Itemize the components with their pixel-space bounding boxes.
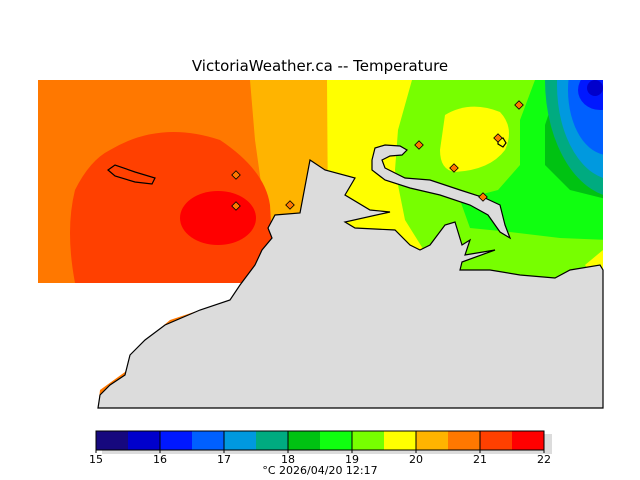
lake-outline	[107, 164, 156, 185]
contour-15-5	[587, 80, 603, 96]
legend-border	[95, 430, 545, 451]
legend-tick-label: 22	[537, 453, 551, 466]
legend-tick-label: 17	[217, 453, 231, 466]
legend-tick-label: 20	[409, 453, 423, 466]
legend-swatch	[384, 431, 416, 450]
legend-swatch	[480, 431, 512, 450]
station-marker	[285, 200, 295, 210]
contour-21	[70, 132, 272, 283]
legend-swatch	[288, 431, 320, 450]
station-marker	[231, 201, 241, 211]
legend-tick-label: 18	[281, 453, 295, 466]
legend-unit-timestamp: °C 2026/04/20 12:17	[262, 464, 378, 477]
inlet	[371, 144, 512, 240]
legend-tick-label: 16	[153, 453, 167, 466]
map-title: VictoriaWeather.ca -- Temperature	[191, 57, 449, 75]
legend-swatch	[192, 431, 224, 450]
legend-swatch	[512, 431, 544, 450]
station-marker	[514, 100, 524, 110]
legend-tick-label: 15	[89, 453, 103, 466]
station-marker	[231, 170, 241, 180]
legend-swatch	[160, 431, 192, 450]
contour-16-5	[568, 80, 603, 155]
station-marker	[493, 133, 503, 143]
legend-swatch	[352, 431, 384, 450]
station-marker	[449, 163, 459, 173]
contour-19-5-inner	[440, 106, 509, 172]
legend-swatch	[128, 431, 160, 450]
legend-tick-label: 21	[473, 453, 487, 466]
legend-tick-label: 19	[345, 453, 359, 466]
legend-swatch	[320, 431, 352, 450]
weather-stations	[231, 100, 524, 211]
station-marker	[414, 140, 424, 150]
legend-swatch	[96, 431, 128, 450]
legend-swatch	[416, 431, 448, 450]
land-mass	[97, 158, 604, 409]
legend-swatch	[256, 431, 288, 450]
station-marker	[478, 192, 488, 202]
legend-swatch	[224, 431, 256, 450]
legend-swatch	[448, 431, 480, 450]
